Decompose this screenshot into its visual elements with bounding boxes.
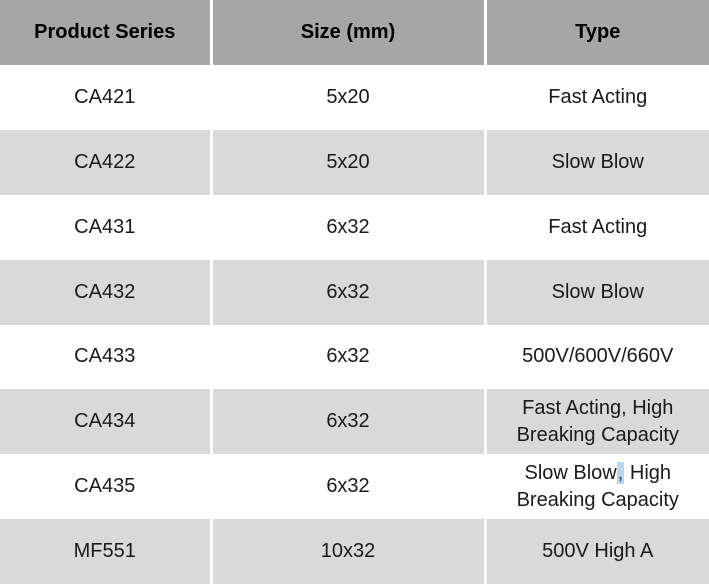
header-product-series: Product Series (0, 0, 211, 65)
table-row: CA432 6x32 Slow Blow (0, 259, 709, 325)
cell-size-mm: 6x32 (209, 389, 485, 455)
cell-type: Slow Blow (483, 129, 709, 195)
cell-size-mm: 5x20 (209, 65, 485, 130)
table-body: CA421 5x20 Fast Acting CA422 5x20 Slow Blow CA… (0, 65, 709, 584)
cell-product-series: CA421 (0, 65, 211, 130)
header-size-mm: Size (mm) (209, 0, 485, 65)
table-row: CA434 6x32 Fast Acting, High Breaking Capac… (0, 389, 709, 455)
cell-type: Fast Acting (483, 194, 709, 260)
cell-size-mm: 6x32 (209, 259, 485, 325)
cell-size-mm: 6x32 (209, 454, 485, 520)
cell-product-series: CA434 (0, 389, 211, 455)
cell-size-mm: 6x32 (209, 194, 485, 260)
cell-product-series: CA433 (0, 324, 211, 390)
cell-product-series: MF551 (0, 519, 211, 584)
table-row: CA421 5x20 Fast Acting (0, 65, 709, 130)
cell-product-series: CA422 (0, 129, 211, 195)
highlighted-comma: , (616, 461, 625, 484)
table-row: CA433 6x32 500V/600V/660V (0, 324, 709, 390)
table-row: CA431 6x32 Fast Acting (0, 194, 709, 260)
cell-size-mm: 6x32 (209, 324, 485, 390)
cell-product-series: CA431 (0, 194, 211, 260)
cell-size-mm: 10x32 (209, 519, 485, 584)
table-row: CA435 6x32 Slow Blow, High Breaking Capacit… (0, 454, 709, 520)
table-row: MF551 10x32 500V High A (0, 519, 709, 584)
cell-type: Fast Acting, High Breaking Capacity (483, 389, 709, 455)
table-header-row: Product Series Size (mm) Type (0, 0, 709, 65)
cell-type: Fast Acting (483, 65, 709, 130)
cell-type: 500V High A (483, 519, 709, 584)
cell-size-mm: 5x20 (209, 129, 485, 195)
cell-type: Slow Blow (483, 259, 709, 325)
table-row: CA422 5x20 Slow Blow (0, 129, 709, 195)
header-type: Type (483, 0, 709, 65)
cell-type: 500V/600V/660V (483, 324, 709, 390)
cell-product-series: CA435 (0, 454, 211, 520)
cell-type: Slow Blow, High Breaking Capacity (483, 454, 709, 520)
cell-product-series: CA432 (0, 259, 211, 325)
